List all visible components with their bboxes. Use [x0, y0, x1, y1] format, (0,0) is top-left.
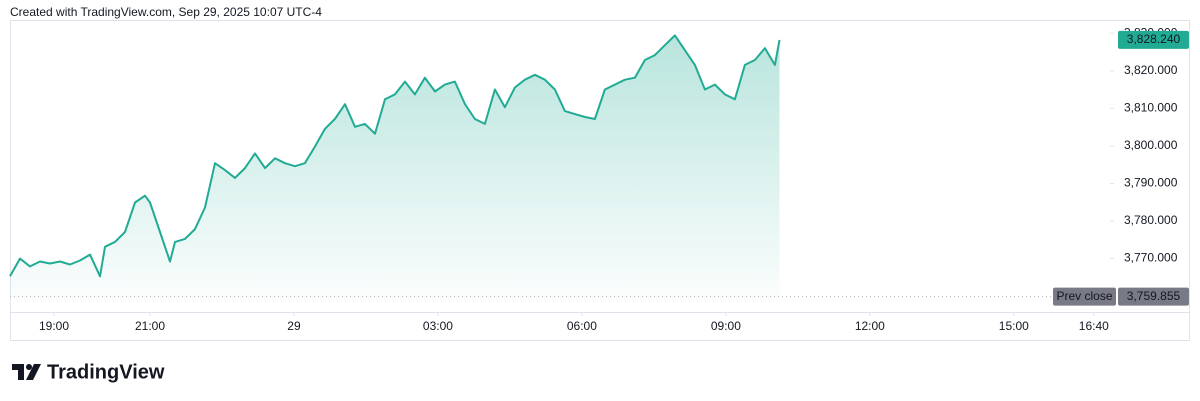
- prev-close-value-box: [1118, 287, 1189, 306]
- prev-close-name: Prev close: [1056, 289, 1112, 303]
- last-price-label: 3,828.240: [1127, 32, 1181, 46]
- x-tick-label: 21:00: [135, 319, 165, 333]
- logo-icon: [26, 364, 41, 380]
- x-tick-label: 19:00: [39, 319, 69, 333]
- y-tick-label: 3,780.000: [1124, 213, 1178, 227]
- x-tick-label: 16:40: [1079, 319, 1109, 333]
- x-tick-label: 06:00: [567, 319, 597, 333]
- y-tick-label: 3,810.000: [1124, 101, 1178, 115]
- x-tick-label: 15:00: [999, 319, 1029, 333]
- y-tick-label: 3,790.000: [1124, 176, 1178, 190]
- logo-icon: [12, 364, 24, 380]
- x-tick-label: 09:00: [711, 319, 741, 333]
- x-tick-label: 03:00: [423, 319, 453, 333]
- chart-frame: [10, 20, 1190, 341]
- last-price-box: [1118, 30, 1189, 49]
- area-fill: [10, 35, 780, 299]
- logo: TradingView: [12, 361, 165, 383]
- x-tick-label: 12:00: [855, 319, 885, 333]
- chart-title: Created with TradingView.com, Sep 29, 20…: [10, 5, 322, 19]
- logo-text: TradingView: [47, 361, 165, 383]
- y-tick-label: 3,770.000: [1124, 251, 1178, 265]
- prev-close-value: 3,759.855: [1127, 289, 1181, 303]
- prev-close-name-box: [1053, 287, 1116, 306]
- logo-icon: [26, 364, 32, 370]
- y-tick-label: 3,800.000: [1124, 138, 1178, 152]
- price-line: [9, 34, 781, 278]
- x-tick-label: 29: [287, 319, 301, 333]
- y-tick-label: 3,820.000: [1124, 63, 1178, 77]
